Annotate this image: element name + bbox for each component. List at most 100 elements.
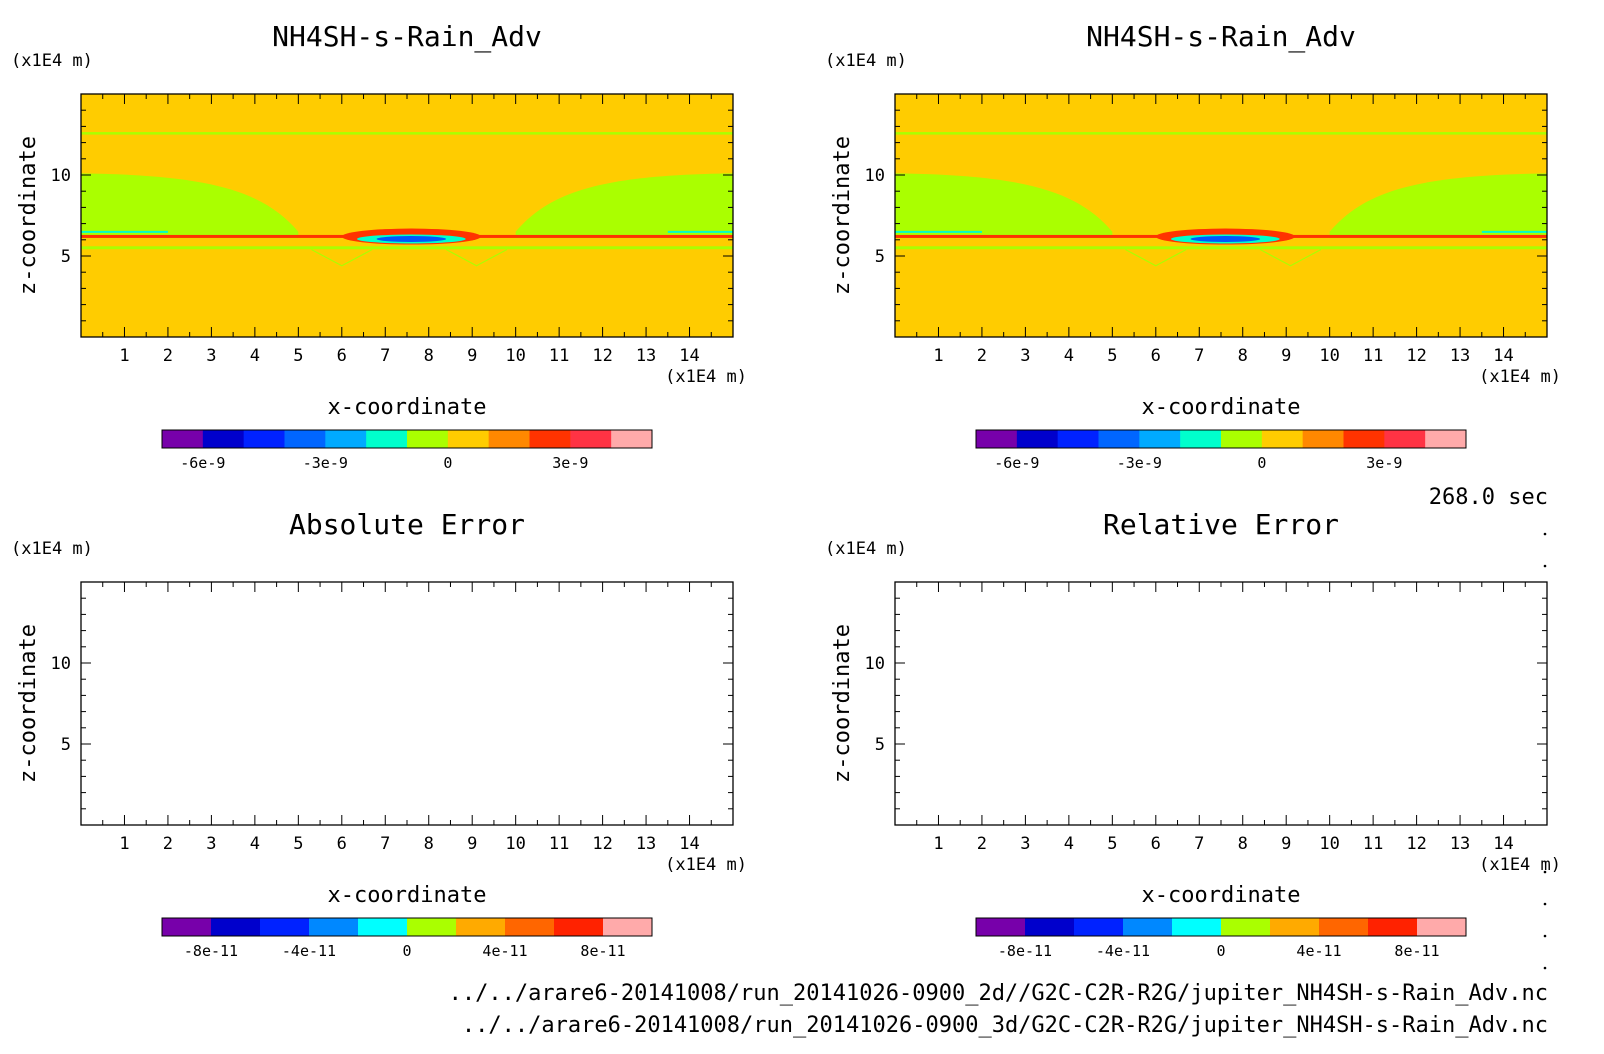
colorbar-tick-label: -6e-9 <box>994 454 1039 472</box>
y-tick-label: 5 <box>61 735 71 755</box>
x-tick-label: 5 <box>293 834 303 854</box>
colorbar-swatch <box>284 430 326 448</box>
colorbar-swatch <box>1302 430 1344 448</box>
x-tick-label: 9 <box>467 834 477 854</box>
y-unit-label: (x1E4 m) <box>11 51 93 71</box>
colorbar-tick-label: 4e-11 <box>1296 942 1341 960</box>
colorbar-tick-label: -6e-9 <box>180 454 225 472</box>
x-tick-label: 14 <box>1493 834 1513 854</box>
field-wisp <box>1259 248 1322 267</box>
x-tick-label: 4 <box>250 346 260 366</box>
x-tick-label: 4 <box>250 834 260 854</box>
colorbar-tick-label: 0 <box>402 942 411 960</box>
field-left-lobe <box>81 173 299 239</box>
x-tick-label: 12 <box>592 834 612 854</box>
colorbar-swatch <box>366 430 408 448</box>
x-tick-label: 1 <box>933 346 943 366</box>
field-core <box>1190 235 1261 242</box>
colorbar-swatch <box>1123 918 1173 936</box>
colorbar-tick-label: 8e-11 <box>1394 942 1439 960</box>
chart-title: NH4SH-s-Rain_Adv <box>272 20 542 54</box>
field-upper-line <box>895 132 1547 135</box>
colorbar-tick-label: 3e-9 <box>552 454 588 472</box>
y-tick-label: 10 <box>51 654 71 674</box>
x-tick-label: 3 <box>206 834 216 854</box>
panels-layer: 1 2 3 4 5 6 7 8 9 10 11 12 13 14510NH4SH-s-Rain_Adv(x… <box>11 20 1561 960</box>
colorbar-frame <box>161 429 653 449</box>
y-unit-label: (x1E4 m) <box>825 51 907 71</box>
x-tick-label: 5 <box>293 346 303 366</box>
field-cyan-streak <box>1481 230 1547 233</box>
y-axis-label: z-coordinate <box>830 624 855 783</box>
colorbar-swatch <box>260 918 310 936</box>
colorbar-swatch <box>456 918 506 936</box>
x-unit-label: (x1E4 m) <box>1479 367 1561 387</box>
time-label: 268.0 sec <box>1429 485 1548 510</box>
x-tick-label: 8 <box>424 346 434 366</box>
y-unit-label: (x1E4 m) <box>825 539 907 559</box>
colorbar-swatch <box>1025 918 1075 936</box>
x-axis-label: x-coordinate <box>1142 395 1301 420</box>
colorbar-swatch <box>407 430 449 448</box>
x-tick-label: 11 <box>549 834 569 854</box>
plot-frame <box>894 581 1548 826</box>
x-tick-label: 8 <box>1238 346 1248 366</box>
colorbar-swatch <box>1172 918 1222 936</box>
colorbar-swatch <box>554 918 604 936</box>
x-tick-label: 8 <box>1238 834 1248 854</box>
colorbar-swatch <box>202 430 245 448</box>
colorbar-swatch <box>1417 918 1467 936</box>
field-wisp <box>311 248 373 267</box>
x-tick-label: 6 <box>337 346 347 366</box>
field-right-lobe <box>515 173 733 239</box>
x-tick-label: 8 <box>424 834 434 854</box>
colorbar-tick-label: 8e-11 <box>580 942 625 960</box>
x-tick-label: 1 <box>119 346 129 366</box>
colorbar-swatch <box>1384 430 1426 448</box>
field-cyan-streak <box>895 230 982 233</box>
colorbar-swatch <box>1016 430 1059 448</box>
edge-dots <box>1543 532 1547 970</box>
colorbar-tick-label: -3e-9 <box>303 454 348 472</box>
x-tick-label: 12 <box>1406 346 1426 366</box>
colorbar-tick-label: 4e-11 <box>482 942 527 960</box>
field-upper-line <box>81 132 733 135</box>
colorbar-swatch <box>1221 918 1271 936</box>
y-tick-label: 5 <box>875 735 885 755</box>
x-tick-label: 3 <box>1020 346 1030 366</box>
colorbar-swatch <box>1319 918 1369 936</box>
colorbar-swatch <box>976 918 1026 936</box>
chart-panel-2: 1 2 3 4 5 6 7 8 9 10 11 12 13 14510NH4SH-s-Rain_Adv(x… <box>825 20 1561 472</box>
colorbar-swatch <box>1270 918 1320 936</box>
field-right-lobe <box>1329 173 1547 239</box>
x-axis-label: x-coordinate <box>328 395 487 420</box>
field-cyan-streak <box>667 230 733 233</box>
x-tick-label: 2 <box>977 346 987 366</box>
x-tick-label: 11 <box>549 346 569 366</box>
colorbar-swatch <box>1139 430 1181 448</box>
colorbar-swatch <box>447 430 490 448</box>
x-tick-label: 12 <box>1406 834 1426 854</box>
y-unit-label: (x1E4 m) <box>11 539 93 559</box>
x-axis-label: x-coordinate <box>328 883 487 908</box>
x-tick-label: 9 <box>1281 834 1291 854</box>
colorbar-swatch <box>611 430 653 448</box>
colorbar-swatch <box>488 430 530 448</box>
colorbar-swatch <box>1180 430 1222 448</box>
y-tick-label: 5 <box>875 247 885 267</box>
colorbar: -6e-9 -3e-9 0 3e-9 <box>975 429 1467 472</box>
y-tick-label: 5 <box>61 247 71 267</box>
x-tick-label: 2 <box>163 834 173 854</box>
field-core <box>376 235 447 242</box>
field-cyan-streak <box>81 230 168 233</box>
colorbar-tick-label: 0 <box>1257 454 1266 472</box>
colorbar-tick-label: 0 <box>443 454 452 472</box>
x-tick-label: 14 <box>679 834 699 854</box>
x-tick-label: 5 <box>1107 834 1117 854</box>
x-tick-label: 1 <box>933 834 943 854</box>
x-axis-label: x-coordinate <box>1142 883 1301 908</box>
file-path-2d: ../../arare6-20141008/run_20141026-0900_… <box>449 981 1548 1006</box>
colorbar-swatch <box>570 430 612 448</box>
